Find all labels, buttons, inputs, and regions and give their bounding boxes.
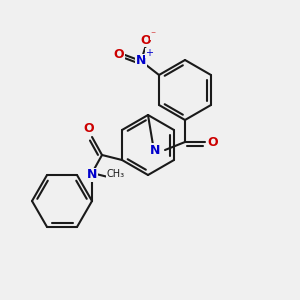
Text: N: N bbox=[136, 55, 146, 68]
Text: H: H bbox=[151, 145, 159, 155]
Text: O: O bbox=[114, 49, 124, 62]
Text: O: O bbox=[84, 122, 94, 136]
Text: N: N bbox=[87, 169, 97, 182]
Text: O: O bbox=[141, 34, 151, 46]
Text: CH₃: CH₃ bbox=[107, 169, 125, 179]
Text: O: O bbox=[208, 136, 218, 148]
Text: ⁻: ⁻ bbox=[151, 30, 156, 40]
Text: +: + bbox=[145, 48, 153, 58]
Text: N: N bbox=[150, 144, 160, 157]
